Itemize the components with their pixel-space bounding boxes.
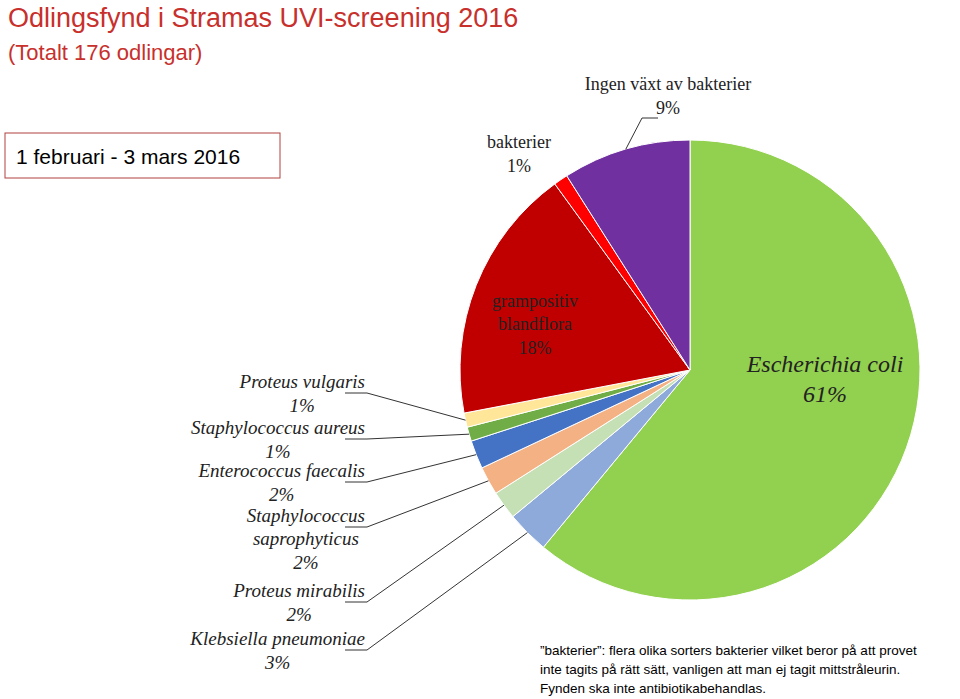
- leader-line: [345, 650, 367, 651]
- value-label: 1%: [290, 395, 315, 416]
- slice: [567, 140, 690, 370]
- category-label: blandflora: [498, 314, 572, 334]
- category-label: Ingen växt av bakterier: [585, 74, 751, 94]
- footnote-line: Fynden ska inte antibiotikabehandlas.: [540, 681, 766, 696]
- footnote: ”bakterier”: flera olika sorters bakteri…: [540, 643, 917, 696]
- leader-line: [626, 118, 658, 149]
- leader-line: [367, 481, 488, 527]
- leader-line: [345, 482, 367, 483]
- category-label: Proteus vulgaris: [239, 371, 365, 392]
- value-label: 18%: [519, 338, 552, 358]
- value-label: 1%: [507, 156, 531, 176]
- category-label: Staphylococcus aureus: [191, 417, 365, 438]
- value-label: 2%: [293, 552, 318, 573]
- footnote-line: ”bakterier”: flera olika sorters bakteri…: [540, 643, 917, 658]
- chart: Odlingsfynd i Stramas UVI-screening 2016…: [0, 0, 960, 699]
- value-label: 3%: [264, 652, 290, 673]
- leader-line: [367, 455, 476, 482]
- category-label: Escherichia coli: [746, 351, 904, 377]
- leader-line: [367, 533, 527, 650]
- value-label: 2%: [286, 604, 311, 625]
- leader-line: [345, 439, 367, 440]
- leader-line: [345, 527, 367, 528]
- leader-line: [345, 602, 367, 603]
- annotation: 1 februari - 3 mars 2016: [16, 145, 240, 168]
- title: Odlingsfynd i Stramas UVI-screening 2016: [8, 3, 518, 33]
- leader-line: [345, 393, 367, 394]
- leader-lines: [345, 118, 658, 650]
- value-label: 1%: [265, 441, 290, 462]
- value-label: 9%: [656, 98, 680, 118]
- value-label: 2%: [269, 484, 294, 505]
- leader-line: [367, 434, 469, 439]
- category-label: saprophyticus: [253, 528, 359, 549]
- data-labels: Escherichia coli 61% Klebsiella pneumoniae…: [189, 74, 903, 673]
- subtitle: (Totalt 176 odlingar): [8, 40, 202, 65]
- category-label: Proteus mirabilis: [232, 580, 365, 601]
- slices: [460, 140, 920, 600]
- annotation-box: [5, 133, 280, 178]
- leader-line: [367, 393, 466, 420]
- category-label: bakterier: [487, 132, 551, 152]
- category-label: grampositiv: [492, 291, 578, 311]
- category-label: Klebsiella pneumoniae: [189, 628, 365, 649]
- category-label: Enterococcus faecalis: [197, 460, 365, 481]
- value-label: 61%: [803, 381, 847, 407]
- footnote-line: inte tagits på rätt sätt, vanligen att m…: [540, 662, 900, 677]
- category-label: Staphylococcus: [247, 505, 365, 526]
